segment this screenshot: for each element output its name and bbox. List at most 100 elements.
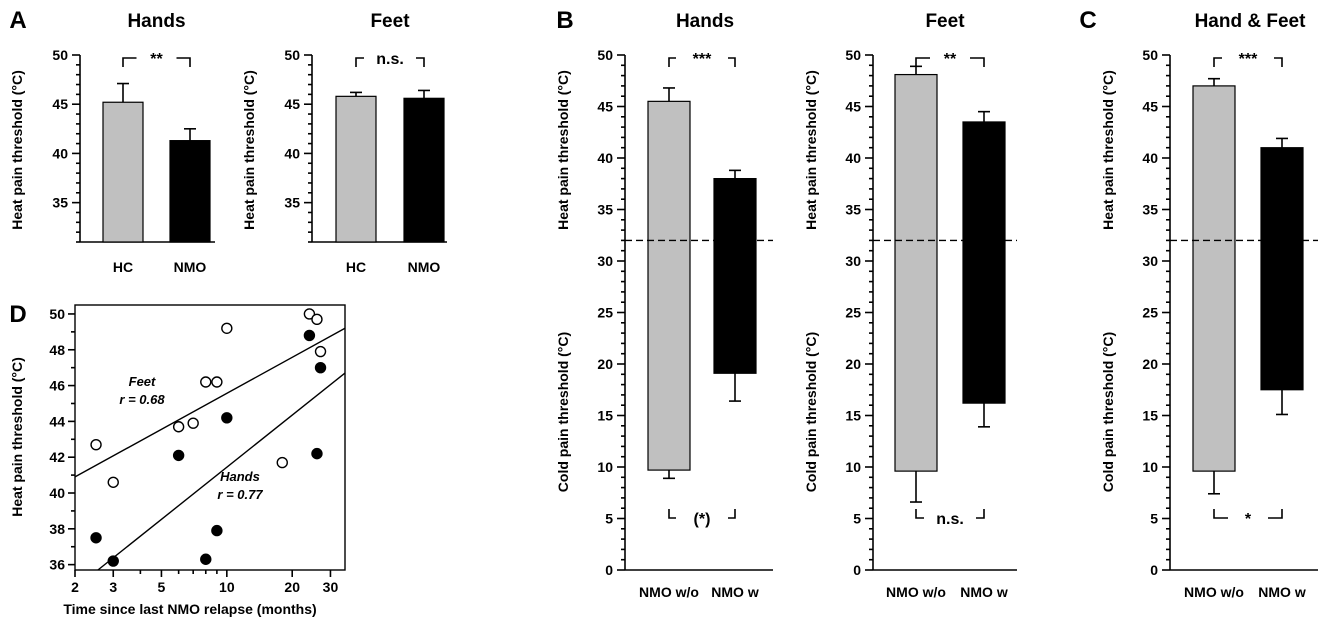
cold-significance-bracket — [668, 509, 736, 519]
point-feet — [303, 308, 316, 320]
point-hands — [311, 447, 323, 460]
y-tick-label: 38 — [49, 521, 65, 537]
y-tick-label: 45 — [284, 96, 300, 112]
x-tick-label: 5 — [158, 579, 166, 595]
hands-r-label: r = 0.77 — [217, 487, 263, 502]
y-tick-label: 44 — [49, 413, 65, 429]
point-hands — [172, 449, 185, 462]
point-hands — [200, 553, 212, 565]
y-tick-label: 46 — [49, 378, 65, 394]
y-tick-label: 10 — [597, 459, 613, 475]
y-tick-label: 35 — [1142, 202, 1158, 218]
point-hands — [211, 524, 223, 537]
heat-significance-label: *** — [693, 51, 712, 68]
point-feet — [211, 376, 223, 388]
significance-bracket — [122, 57, 191, 67]
panel-letter-a: A — [9, 7, 26, 34]
x-category-label: NMO w — [1258, 584, 1306, 600]
heat-significance-bracket — [1213, 57, 1283, 67]
panel-title: Hand & Feet — [1195, 11, 1307, 32]
y-tick-label: 45 — [597, 99, 613, 115]
y-tick-label: 20 — [1142, 356, 1158, 372]
bar-nmo — [403, 97, 445, 243]
y-tick-label: 20 — [597, 356, 613, 372]
point-feet — [276, 456, 288, 469]
cold-significance-label: (*) — [694, 511, 711, 528]
feet-label: Feet — [129, 374, 156, 389]
cold-significance-bracket — [1213, 509, 1283, 519]
y-tick-label: 20 — [845, 356, 861, 372]
y-tick-label: 25 — [1142, 305, 1158, 321]
y-tick-label: 50 — [597, 47, 613, 63]
hands-label: Hands — [220, 469, 260, 484]
bar-nmo — [169, 140, 211, 243]
heat-significance-bracket — [915, 57, 985, 67]
y-tick-label: 5 — [853, 511, 861, 527]
y-tick-label: 35 — [52, 195, 68, 211]
significance-label: ** — [150, 51, 163, 68]
y-axis-label: Heat pain threshold (°C) — [9, 70, 25, 230]
x-tick-label: 2 — [71, 579, 79, 595]
bar-nmo-without — [647, 100, 691, 471]
y-axis-label: Heat pain threshold (°C) — [241, 70, 257, 230]
heat-significance-bracket — [668, 57, 736, 67]
y-tick-label: 50 — [52, 47, 68, 63]
x-category-label: NMO — [408, 259, 441, 275]
x-category-label: HC — [346, 259, 366, 275]
x-category-label: NMO w — [711, 584, 759, 600]
bar-hc — [335, 95, 377, 243]
x-axis-label: Time since last NMO relapse (months) — [63, 601, 316, 617]
bar-nmo-without — [1192, 85, 1236, 472]
y-tick-label: 50 — [284, 47, 300, 63]
bar-nmo-with — [962, 121, 1006, 404]
panel-letter-b: B — [556, 7, 573, 34]
point-hands — [107, 555, 119, 567]
panel-title: Feet — [925, 11, 965, 32]
y-axis-label: Heat pain threshold (°C) — [9, 357, 25, 517]
y-axis-label-heat: Heat pain threshold (°C) — [1100, 70, 1116, 230]
point-hands — [221, 412, 233, 424]
y-tick-label: 40 — [597, 150, 613, 166]
bar-nmo-without — [894, 73, 938, 472]
y-tick-label: 36 — [49, 557, 65, 573]
heat-significance-label: *** — [1239, 51, 1258, 68]
bar-nmo-with — [1260, 147, 1304, 391]
panel-title: Hands — [127, 11, 185, 32]
panel-letter-d: D — [9, 301, 26, 328]
y-tick-label: 45 — [1142, 99, 1158, 115]
point-feet — [90, 438, 102, 451]
cold-significance-label: * — [1245, 511, 1252, 528]
cold-significance-bracket — [915, 509, 985, 519]
significance-label: n.s. — [376, 51, 404, 68]
y-tick-label: 35 — [845, 202, 861, 218]
y-tick-label: 40 — [52, 145, 68, 161]
bar-nmo-with — [713, 178, 757, 374]
y-tick-label: 0 — [853, 562, 861, 578]
y-tick-label: 40 — [1142, 150, 1158, 166]
y-tick-label: 10 — [845, 459, 861, 475]
y-tick-label: 50 — [845, 47, 861, 63]
point-hands — [314, 361, 327, 374]
feet-r-label: r = 0.68 — [119, 392, 165, 407]
x-tick-label: 3 — [109, 579, 117, 595]
x-tick-label: 30 — [323, 579, 339, 595]
y-axis-label-cold: Cold pain threshold (°C) — [1100, 332, 1116, 492]
point-feet — [200, 376, 212, 388]
heat-significance-label: ** — [944, 51, 957, 68]
point-feet — [107, 476, 119, 488]
y-axis-label-cold: Cold pain threshold (°C) — [555, 332, 571, 492]
y-tick-label: 30 — [1142, 253, 1158, 269]
panel-title: Feet — [370, 11, 410, 32]
x-category-label: HC — [113, 259, 133, 275]
panel-letter-c: C — [1079, 7, 1096, 34]
y-tick-label: 30 — [845, 253, 861, 269]
x-category-label: NMO — [174, 259, 207, 275]
y-tick-label: 15 — [845, 408, 861, 424]
panel-title: Hands — [676, 11, 734, 32]
y-tick-label: 30 — [597, 253, 613, 269]
y-tick-label: 35 — [284, 195, 300, 211]
y-axis-label-heat: Heat pain threshold (°C) — [803, 70, 819, 230]
y-tick-label: 35 — [597, 202, 613, 218]
x-category-label: NMO w/o — [886, 584, 946, 600]
y-tick-label: 50 — [1142, 47, 1158, 63]
